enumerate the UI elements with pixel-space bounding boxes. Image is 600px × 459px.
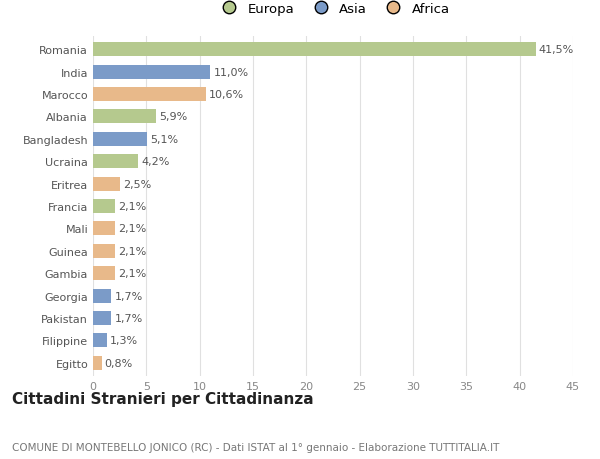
Text: 0,8%: 0,8% <box>105 358 133 368</box>
Bar <box>93 289 111 303</box>
Text: 1,7%: 1,7% <box>115 313 143 323</box>
Bar <box>93 110 156 124</box>
Bar <box>93 311 111 325</box>
Text: 41,5%: 41,5% <box>539 45 574 55</box>
Text: 1,3%: 1,3% <box>110 336 138 346</box>
Bar <box>93 88 206 102</box>
Bar <box>93 200 115 213</box>
Text: 5,1%: 5,1% <box>151 134 179 145</box>
Bar <box>93 244 115 258</box>
Bar <box>93 133 148 146</box>
Text: 2,1%: 2,1% <box>119 202 147 212</box>
Text: 1,7%: 1,7% <box>115 291 143 301</box>
Text: Cittadini Stranieri per Cittadinanza: Cittadini Stranieri per Cittadinanza <box>12 391 314 406</box>
Text: 2,1%: 2,1% <box>119 246 147 256</box>
Legend: Europa, Asia, Africa: Europa, Asia, Africa <box>212 0 454 20</box>
Text: 2,1%: 2,1% <box>119 269 147 279</box>
Bar <box>93 66 211 79</box>
Text: 11,0%: 11,0% <box>214 67 248 78</box>
Bar <box>93 177 119 191</box>
Text: 2,5%: 2,5% <box>123 179 151 189</box>
Bar <box>93 222 115 236</box>
Text: 4,2%: 4,2% <box>141 157 169 167</box>
Text: COMUNE DI MONTEBELLO JONICO (RC) - Dati ISTAT al 1° gennaio - Elaborazione TUTTI: COMUNE DI MONTEBELLO JONICO (RC) - Dati … <box>12 442 499 452</box>
Bar <box>93 334 107 347</box>
Bar <box>93 356 101 370</box>
Text: 2,1%: 2,1% <box>119 224 147 234</box>
Bar <box>93 155 138 169</box>
Bar <box>93 267 115 280</box>
Text: 10,6%: 10,6% <box>209 90 244 100</box>
Text: 5,9%: 5,9% <box>159 112 187 122</box>
Bar <box>93 43 536 57</box>
